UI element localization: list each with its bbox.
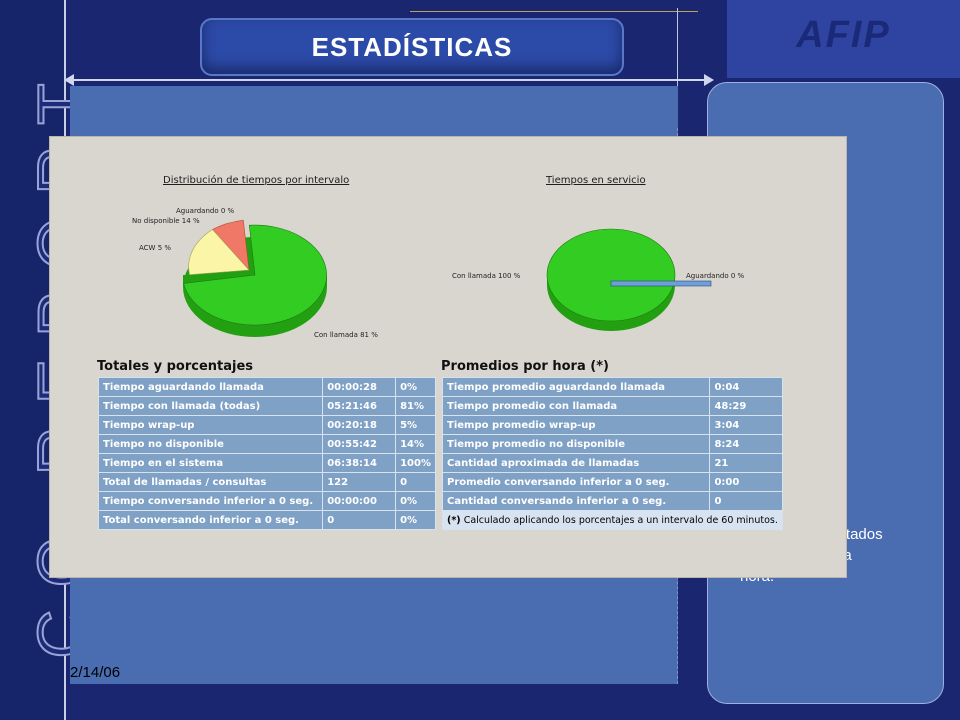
table-row: Total de llamadas / consultas 122 0 [97, 472, 436, 492]
table-row: Tiempo promedio no disponible 8:24 [441, 434, 783, 454]
pie-label-acw: ACW 5 % [139, 244, 172, 252]
table-cell-value: 0 [322, 510, 397, 530]
table-cell-value: 00:20:18 [322, 415, 397, 435]
table-cell-value: 0 [709, 491, 783, 511]
table-cell-label: Tiempo no disponible [97, 434, 324, 454]
table-row: Tiempo promedio con llamada 48:29 [441, 396, 783, 416]
table-cell-value: 8:24 [709, 434, 783, 454]
chart-title-service: Tiempos en servicio [546, 175, 646, 186]
table-note: (*) Calculado aplicando los porcentajes … [442, 510, 783, 530]
table-cell-label: Cantidad conversando inferior a 0 seg. [441, 491, 711, 511]
title-banner: ESTADÍSTICAS [200, 18, 624, 76]
table-cell-pct: 0% [395, 491, 436, 511]
table-cell-pct: 81% [395, 396, 436, 416]
table-cell-pct: 0% [395, 510, 436, 530]
table-cell-value: 0:04 [709, 377, 783, 397]
promedios-title: Promedios por hora (*) [441, 359, 609, 374]
table-cell-label: Tiempo con llamada (todas) [97, 396, 324, 416]
table-cell-value: 05:21:46 [322, 396, 397, 416]
table-row: Promedio conversando inferior a 0 seg. 0:… [441, 472, 783, 492]
table-row: Tiempo promedio wrap-up 3:04 [441, 415, 783, 435]
pie-slice-aguardando [610, 280, 712, 287]
table-note-row: (*) Calculado aplicando los porcentajes … [442, 510, 783, 530]
table-cell-label: Tiempo aguardando llamada [97, 377, 324, 397]
table-cell-label: Total conversando inferior a 0 seg. [97, 510, 324, 530]
table-note-text: Calculado aplicando los porcentajes a un… [463, 514, 778, 526]
logo-block: AFIP [727, 0, 960, 78]
promedios-table: Tiempo promedio aguardando llamada 0:04 Ti… [441, 377, 783, 530]
pie-label-con-llamada: Con llamada 81 % [314, 331, 378, 339]
table-cell-value: 06:38:14 [322, 453, 397, 473]
table-note-marker: (*) [447, 514, 461, 526]
table-cell-pct: 0% [395, 377, 436, 397]
afip-logo: AFIP [796, 14, 891, 56]
distribution-pie-chart [183, 219, 327, 337]
top-right-tick [677, 8, 678, 88]
table-row: Tiempo aguardando llamada 00:00:28 0% [97, 377, 436, 397]
table-row: Total conversando inferior a 0 seg. 0 0% [97, 510, 436, 530]
table-cell-label: Tiempo conversando inferior a 0 seg. [97, 491, 324, 511]
arrow-left-head-icon [64, 74, 74, 86]
table-cell-value: 0:00 [709, 472, 783, 492]
table-row: Tiempo wrap-up 00:20:18 5% [97, 415, 436, 435]
table-row: Cantidad conversando inferior a 0 seg. 0 [441, 491, 783, 511]
pie-label-con-llamada-service: Con llamada 100 % [452, 272, 521, 280]
table-cell-label: Tiempo en el sistema [97, 453, 324, 473]
table-cell-pct: 0 [395, 472, 436, 492]
table-row: Tiempo no disponible 00:55:42 14% [97, 434, 436, 454]
table-cell-label: Promedio conversando inferior a 0 seg. [441, 472, 711, 492]
table-cell-label: Total de llamadas / consultas [97, 472, 324, 492]
pie-label-no-disponible: No disponible 14 % [132, 217, 200, 225]
table-row: Tiempo en el sistema 06:38:14 100% [97, 453, 436, 473]
table-cell-pct: 5% [395, 415, 436, 435]
pie-slice-con-llamada [183, 224, 327, 326]
table-cell-pct: 14% [395, 434, 436, 454]
pie-slice-con-llamada [546, 228, 676, 322]
table-cell-value: 122 [322, 472, 397, 492]
top-gold-rule [410, 11, 698, 12]
width-arrow-line [68, 79, 706, 81]
table-cell-value: 00:00:28 [322, 377, 397, 397]
table-cell-value: 00:00:00 [322, 491, 397, 511]
table-row: Tiempo promedio aguardando llamada 0:04 [441, 377, 783, 397]
totales-table: Tiempo aguardando llamada 00:00:28 0% Tiemp… [97, 377, 436, 530]
page-title: ESTADÍSTICAS [311, 32, 513, 62]
pie-label-aguardando-service: Aguardando 0 % [686, 272, 745, 280]
slide-date: 2/14/06 [70, 664, 121, 681]
arrow-right-head-icon [704, 74, 714, 86]
table-cell-value: 21 [709, 453, 783, 473]
table-cell-label: Tiempo promedio wrap-up [441, 415, 711, 435]
pie-label-aguardando: Aguardando 0 % [176, 207, 235, 215]
table-cell-label: Tiempo promedio con llamada [441, 396, 711, 416]
table-cell-label: Tiempo wrap-up [97, 415, 324, 435]
statistics-screenshot: Distribución de tiempos por intervalo Ti… [49, 136, 847, 578]
table-cell-value: 00:55:42 [322, 434, 397, 454]
table-cell-pct: 100% [395, 453, 436, 473]
service-pie-chart [546, 228, 712, 331]
table-row: Tiempo con llamada (todas) 05:21:46 81% [97, 396, 436, 416]
table-row: Cantidad aproximada de llamadas 21 [441, 453, 783, 473]
totales-title: Totales y porcentajes [97, 359, 254, 374]
table-cell-label: Cantidad aproximada de llamadas [441, 453, 711, 473]
pie-slice-acw [188, 229, 250, 276]
table-row: Tiempo conversando inferior a 0 seg. 00:0… [97, 491, 436, 511]
table-cell-label: Tiempo promedio no disponible [441, 434, 711, 454]
table-cell-value: 3:04 [709, 415, 783, 435]
chart-title-distribution: Distribución de tiempos por intervalo [163, 175, 350, 186]
table-cell-value: 48:29 [709, 396, 783, 416]
table-cell-label: Tiempo promedio aguardando llamada [441, 377, 711, 397]
